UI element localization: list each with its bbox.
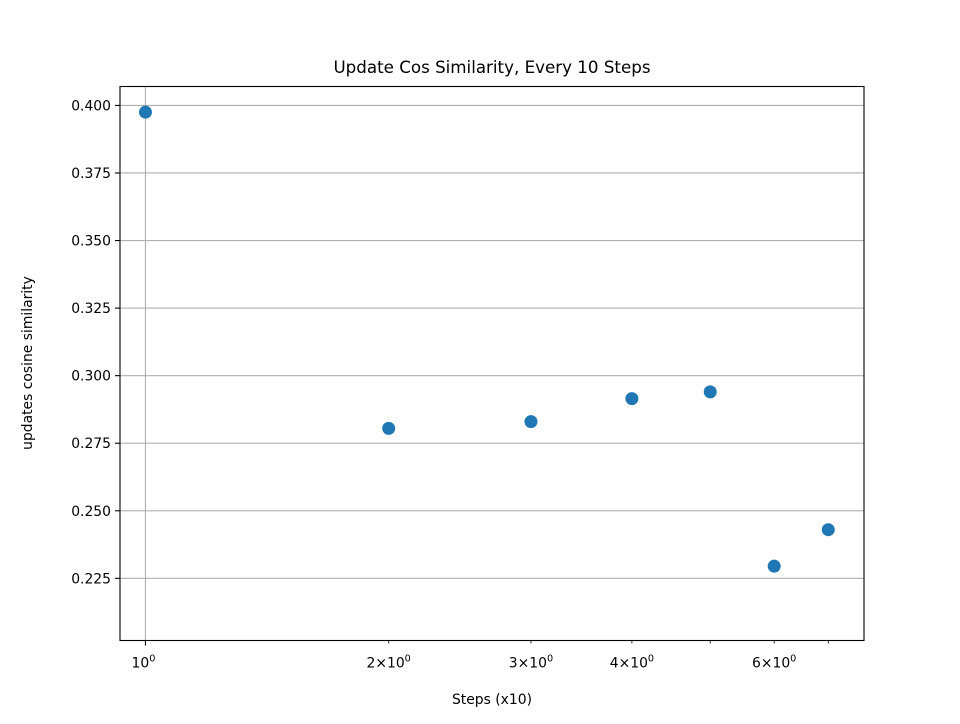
x-tick-label: 100: [132, 654, 156, 672]
data-points: [138, 105, 835, 573]
y-tick-label: 0.375: [71, 166, 111, 182]
y-tick-label: 0.250: [71, 504, 111, 520]
y-tick-label: 0.325: [71, 301, 111, 317]
x-minor-tick-label: 6×100: [752, 654, 796, 672]
data-point: [138, 105, 152, 119]
x-minor-tick-label: 4×100: [610, 654, 654, 672]
x-minor-tick-label: 3×100: [509, 654, 553, 672]
data-point: [821, 523, 835, 537]
data-point: [382, 421, 396, 435]
data-point: [524, 415, 538, 429]
grid-lines: [120, 86, 864, 641]
y-axis-label: updates cosine similarity: [20, 276, 36, 450]
data-point: [703, 385, 717, 399]
chart-title: Update Cos Similarity, Every 10 Steps: [333, 57, 650, 77]
y-tick-label: 0.300: [71, 369, 111, 385]
data-point: [767, 559, 781, 573]
x-axis-label: Steps (x10): [452, 692, 532, 708]
y-tick-label: 0.350: [71, 234, 111, 250]
y-tick-label: 0.225: [71, 571, 111, 587]
y-tick-label: 0.400: [71, 98, 111, 114]
data-point: [625, 392, 639, 406]
x-minor-tick-label: 2×100: [367, 654, 411, 672]
axis-ticks: 0.225 0.250 0.275 0.300 0.325 0.350 0.375 0.400…: [71, 98, 829, 672]
plot-frame: [119, 85, 865, 642]
y-tick-label: 0.275: [71, 436, 111, 452]
